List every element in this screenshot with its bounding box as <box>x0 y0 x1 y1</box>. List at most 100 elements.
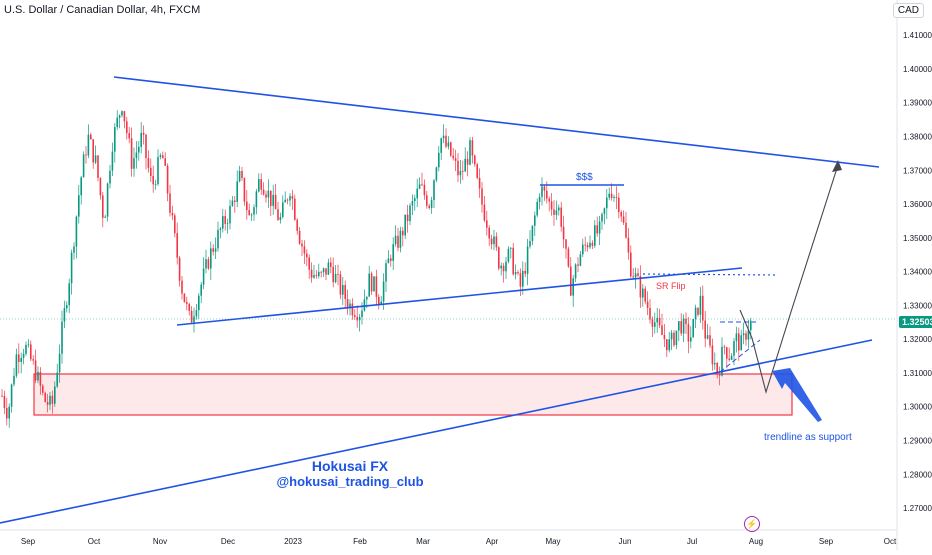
candle-body <box>742 333 745 336</box>
candle-body <box>627 237 630 253</box>
candle-body <box>246 201 248 211</box>
projection-path[interactable] <box>739 164 839 395</box>
candle-body <box>3 395 6 409</box>
lightning-icon[interactable]: ⚡ <box>744 516 760 532</box>
candle-body <box>214 248 217 252</box>
candle-body <box>378 296 380 304</box>
candle-body <box>258 179 260 192</box>
price-tick-label: 1.28000 <box>903 470 932 479</box>
candle-body <box>164 158 166 166</box>
lower-trendline[interactable] <box>0 339 873 524</box>
candle-body <box>190 310 193 323</box>
candle-body <box>536 201 538 216</box>
candle-body <box>310 269 313 278</box>
candle-body <box>315 275 318 277</box>
candle-body <box>550 201 553 210</box>
time-tick-label: Nov <box>153 537 167 546</box>
candle-body <box>747 330 750 340</box>
candle-body <box>219 228 222 230</box>
candle-body <box>34 360 37 381</box>
candle-body <box>75 216 78 247</box>
candle-body <box>594 225 596 246</box>
candle-body <box>464 158 466 172</box>
mid-trendline[interactable] <box>176 267 743 326</box>
candle-body <box>553 209 555 215</box>
candle-body <box>613 196 615 198</box>
candle-body <box>498 247 500 269</box>
candle-body <box>721 346 723 376</box>
candle-body <box>507 248 510 262</box>
candle-body <box>385 263 387 282</box>
candle-body <box>651 319 654 327</box>
sr-flip-dotted-line[interactable] <box>642 273 777 276</box>
candle-body <box>298 230 301 244</box>
watermark-handle: @hokusai_trading_club <box>276 474 424 489</box>
candle-body <box>18 354 20 363</box>
candle-body <box>531 225 534 242</box>
candle-body <box>469 140 471 165</box>
candle-body <box>668 339 670 351</box>
candle-body <box>260 179 262 190</box>
candle-body <box>126 121 128 134</box>
price-axis[interactable]: 1.41000 1.40000 1.39000 1.38000 1.37000 1.360… <box>903 31 932 513</box>
candle-body <box>692 319 694 338</box>
demand-zone[interactable] <box>33 373 793 416</box>
time-tick-label: Aug <box>749 537 763 546</box>
candle-body <box>478 178 481 189</box>
support-callout-arrow[interactable] <box>772 368 822 422</box>
candle-body <box>306 253 308 258</box>
candle-body <box>565 239 567 249</box>
projection-arrowhead <box>832 160 842 172</box>
candle-body <box>702 295 704 321</box>
candle-body <box>339 274 342 295</box>
candle-body <box>20 357 22 363</box>
candle-body <box>49 395 51 405</box>
candle-body <box>730 355 733 360</box>
candle-body <box>361 310 363 317</box>
candle-body <box>291 196 294 199</box>
candle-body <box>392 244 394 261</box>
candle-body <box>574 264 577 279</box>
candle-body <box>346 299 349 309</box>
candle-body <box>562 226 565 240</box>
symbol-title[interactable]: U.S. Dollar / Canadian Dollar, 4h, FXCM <box>4 4 201 16</box>
candle-body <box>193 316 195 323</box>
candle-body <box>145 134 147 158</box>
candle-body <box>440 138 442 153</box>
candle-body <box>606 197 608 209</box>
candle-body <box>390 258 392 261</box>
candle-body <box>282 202 284 217</box>
candle-body <box>510 247 512 249</box>
candle-body <box>682 318 685 334</box>
time-axis[interactable]: Sep Oct Nov Dec 2023 Feb Mar Apr May Jun Jul Aug Sep… <box>21 537 897 546</box>
candle-body <box>663 334 666 340</box>
price-tick-label: 1.36000 <box>903 200 932 209</box>
candle-body <box>586 245 589 248</box>
candle-body <box>706 335 709 339</box>
candle-body <box>373 276 375 292</box>
upper-trendline[interactable] <box>113 76 880 168</box>
candle-body <box>582 244 584 255</box>
candle-body <box>265 194 267 198</box>
currency-button[interactable]: CAD <box>892 3 924 18</box>
candle-body <box>694 307 697 320</box>
candle-body <box>560 207 562 227</box>
candle-body <box>205 259 207 269</box>
price-tick-label: 1.35000 <box>903 234 932 243</box>
candle-body <box>490 238 493 245</box>
candle-body <box>462 170 464 172</box>
candle-body <box>675 330 678 346</box>
candle-body <box>222 216 224 229</box>
candle-body <box>198 295 200 311</box>
candle-body <box>687 324 690 342</box>
candle-body <box>414 198 416 202</box>
candle-body <box>212 248 214 252</box>
candle-body <box>709 335 711 346</box>
candle-body <box>63 308 66 322</box>
candle-body <box>639 276 642 298</box>
candle-body <box>596 225 598 234</box>
candle-body <box>716 362 718 374</box>
candle-body <box>481 188 483 205</box>
